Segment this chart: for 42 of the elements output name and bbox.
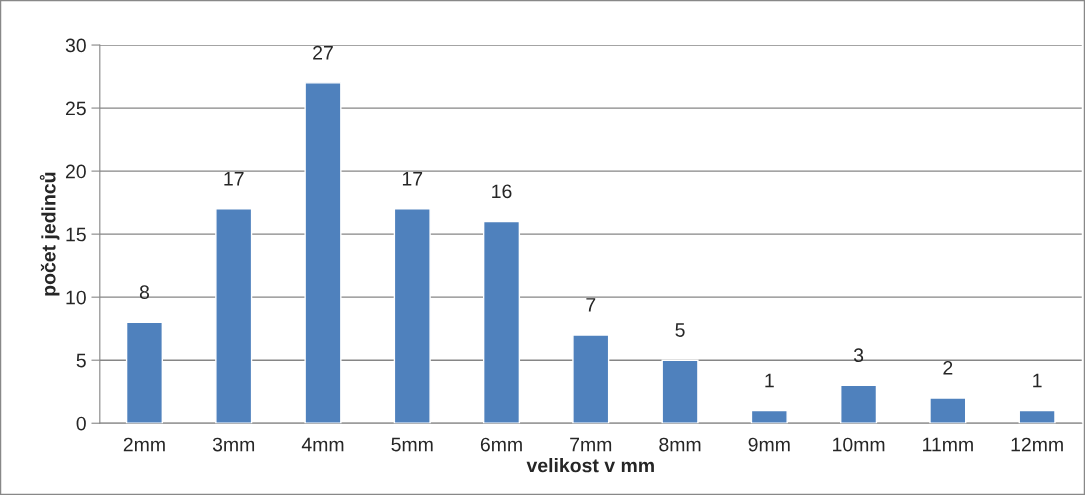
bar bbox=[929, 397, 967, 424]
bar bbox=[125, 321, 164, 424]
x-tick-label: 10mm bbox=[833, 437, 885, 452]
data-label: 2 bbox=[943, 360, 953, 375]
bar bbox=[750, 409, 788, 424]
x-tick-label: 3mm bbox=[212, 437, 255, 452]
data-label: 27 bbox=[313, 45, 333, 60]
data-label: 17 bbox=[402, 172, 423, 186]
data-label: 16 bbox=[492, 184, 512, 199]
bar bbox=[393, 208, 431, 424]
data-label: 5 bbox=[675, 323, 685, 337]
data-label: 3 bbox=[853, 348, 864, 363]
x-tick-label: 2mm bbox=[123, 437, 165, 452]
x-tick-label: 6mm bbox=[480, 437, 522, 452]
x-tick-label: 8mm bbox=[659, 437, 701, 452]
y-tick-label: 10 bbox=[66, 290, 86, 305]
bar bbox=[1018, 409, 1056, 424]
bar bbox=[482, 220, 521, 424]
x-tick-label: 11mm bbox=[923, 437, 973, 452]
data-label: 17 bbox=[224, 172, 244, 186]
data-label: 1 bbox=[765, 373, 774, 388]
bar bbox=[840, 384, 878, 424]
data-label: 1 bbox=[1033, 373, 1042, 388]
data-label: 7 bbox=[586, 298, 596, 312]
y-tick-label: 30 bbox=[65, 38, 86, 53]
y-axis-title: počet jedinců bbox=[39, 172, 60, 296]
x-axis-title: velikost v mm bbox=[526, 458, 654, 473]
x-tick-label: 12mm bbox=[1011, 437, 1063, 452]
x-tick-label: 9mm bbox=[748, 437, 790, 452]
y-tick-label: 25 bbox=[65, 101, 86, 116]
y-tick-label: 20 bbox=[65, 164, 86, 179]
data-label: 8 bbox=[139, 285, 150, 300]
x-tick-label: 7mm bbox=[570, 437, 612, 452]
bar bbox=[661, 359, 699, 424]
x-tick-label: 4mm bbox=[301, 437, 344, 452]
bar bbox=[572, 334, 610, 424]
bar bbox=[304, 82, 342, 424]
y-tick-label: 5 bbox=[76, 353, 86, 368]
y-tick-label: 0 bbox=[76, 416, 86, 431]
bar bbox=[215, 208, 253, 424]
x-tick-label: 5mm bbox=[391, 437, 433, 452]
y-tick-label: 15 bbox=[66, 227, 86, 242]
